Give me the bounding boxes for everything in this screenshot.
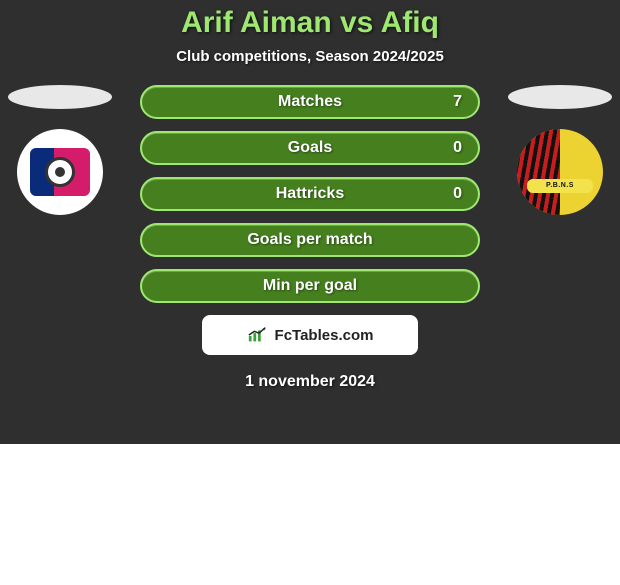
stat-bar: Min per goal xyxy=(140,269,480,303)
page-title: Arif Aiman vs Afiq xyxy=(0,6,620,40)
brand-text: FcTables.com xyxy=(275,327,374,344)
stat-bar: Matches 7 xyxy=(140,85,480,119)
stat-bar-label: Goals per match xyxy=(247,231,372,249)
stat-bar-label: Min per goal xyxy=(263,277,357,295)
stat-bars: Matches 7 Goals 0 Hattricks 0 Goals per match M… xyxy=(112,85,508,303)
stat-bar: Goals 0 xyxy=(140,131,480,165)
left-side: JOHOR FC xyxy=(8,85,112,215)
left-team-logo: JOHOR FC xyxy=(17,129,103,215)
brand-badge: FcTables.com xyxy=(202,315,418,355)
right-team-name: P.B.N.S xyxy=(527,179,592,193)
stat-bar-value: 0 xyxy=(453,139,462,157)
stat-bar-value: 7 xyxy=(453,93,462,111)
right-team-logo: P.B.N.S xyxy=(517,129,603,215)
stat-bar: Hattricks 0 xyxy=(140,177,480,211)
date-text: 1 november 2024 xyxy=(0,373,620,391)
subtitle: Club competitions, Season 2024/2025 xyxy=(0,48,620,65)
left-team-badge xyxy=(30,148,90,196)
stat-bar: Goals per match xyxy=(140,223,480,257)
right-team-stripes xyxy=(517,129,560,215)
gear-icon xyxy=(45,157,75,187)
brand-chart-icon xyxy=(247,326,269,344)
comparison-row: JOHOR FC Matches 7 Goals 0 Hattricks 0 Goals p… xyxy=(0,85,620,303)
left-player-ellipse xyxy=(8,85,112,109)
right-player-ellipse xyxy=(508,85,612,109)
stat-bar-value: 0 xyxy=(453,185,462,203)
stat-bar-label: Matches xyxy=(278,93,342,111)
stat-bar-label: Goals xyxy=(288,139,332,157)
stat-bar-label: Hattricks xyxy=(276,185,344,203)
right-side: P.B.N.S xyxy=(508,85,612,215)
